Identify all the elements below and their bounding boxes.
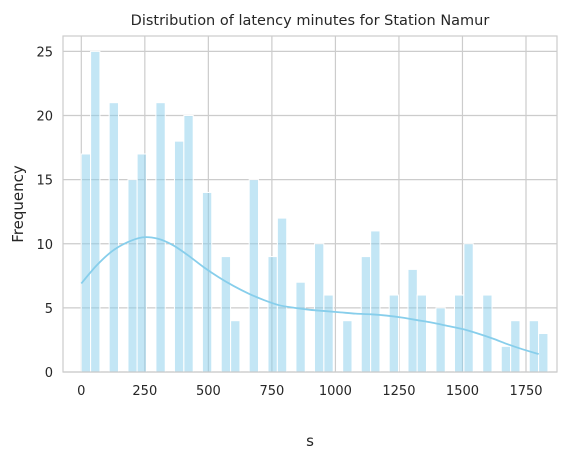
histogram-bar xyxy=(183,115,194,373)
x-axis-title: s xyxy=(306,432,314,450)
y-tick-label: 10 xyxy=(36,238,53,253)
plot-border xyxy=(62,35,558,373)
histogram-bar xyxy=(108,102,119,373)
y-tick-label: 20 xyxy=(36,110,53,125)
chart-title: Distribution of latency minutes for Stat… xyxy=(131,13,490,29)
kde-curve xyxy=(80,236,539,355)
histogram-bar xyxy=(295,281,306,373)
histogram-bar xyxy=(313,243,325,373)
x-tick-labels: 0 250 500 750 1000 1250 1500 1750 xyxy=(77,384,542,399)
histogram-bar xyxy=(201,191,213,373)
histogram-bar xyxy=(342,320,353,373)
x-tick-label: 1750 xyxy=(509,384,542,399)
histogram-bar xyxy=(500,345,512,373)
histogram-bar xyxy=(220,256,232,373)
histogram-bar xyxy=(173,140,185,373)
histogram-bar xyxy=(416,294,427,373)
y-tick-label: 15 xyxy=(36,174,53,189)
histogram-bar xyxy=(276,217,288,373)
histogram-bar xyxy=(370,230,381,373)
histogram-bar xyxy=(528,320,540,373)
plot-frame xyxy=(62,35,558,373)
x-tick-label: 1250 xyxy=(382,384,415,399)
histogram-bar xyxy=(463,243,474,373)
y-tick-label: 5 xyxy=(45,302,53,317)
x-tick-label: 1000 xyxy=(319,384,352,399)
x-tick-label: 250 xyxy=(132,384,157,399)
histogram-bar xyxy=(127,179,138,373)
histogram-bar xyxy=(248,179,260,373)
histogram-bar xyxy=(136,153,147,373)
histogram-bar xyxy=(388,294,400,373)
histogram-bar xyxy=(155,102,166,373)
histogram-bar xyxy=(267,256,278,373)
histogram-bar xyxy=(435,307,446,373)
y-tick-labels: 0 5 10 15 20 25 xyxy=(36,45,53,381)
x-tick-label: 1500 xyxy=(446,384,479,399)
histogram-bar xyxy=(454,294,465,373)
histogram-bars xyxy=(80,50,549,373)
histogram-bar xyxy=(80,153,92,373)
y-tick-label: 25 xyxy=(36,45,53,60)
y-axis-title: Frequency xyxy=(9,165,27,243)
x-tick-label: 500 xyxy=(196,384,221,399)
histogram-bar xyxy=(230,320,241,373)
x-tick-label: 0 xyxy=(77,384,85,399)
histogram-bar xyxy=(482,294,493,373)
y-tick-label: 0 xyxy=(45,366,53,381)
x-tick-label: 750 xyxy=(259,384,284,399)
histogram-bar xyxy=(538,333,549,373)
histogram-bar xyxy=(323,294,334,373)
histogram-bar xyxy=(90,50,101,373)
kde-line xyxy=(80,236,539,355)
